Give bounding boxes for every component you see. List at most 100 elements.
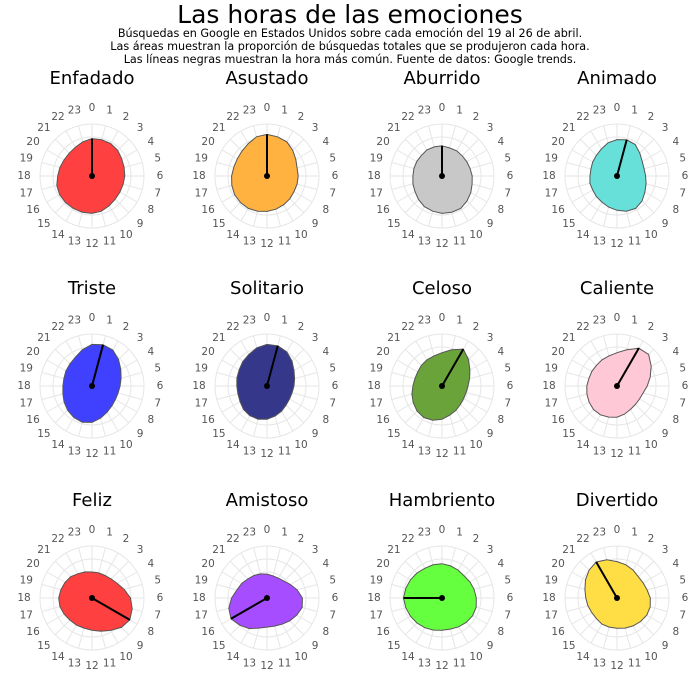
hour-tick-label: 21 — [37, 332, 50, 344]
hour-tick-label: 15 — [562, 640, 575, 652]
hour-tick-label: 3 — [312, 544, 319, 556]
hour-tick-label: 2 — [473, 321, 480, 333]
hour-tick-label: 16 — [201, 414, 215, 426]
hour-tick-label: 10 — [119, 651, 132, 663]
radar-chart-title: Amistoso — [226, 490, 309, 511]
hour-tick-label: 0 — [614, 102, 621, 114]
hour-tick-label: 8 — [148, 204, 155, 216]
hour-tick-label: 17 — [545, 398, 558, 410]
radar-chart-title: Triste — [67, 278, 116, 299]
hour-tick-label: 8 — [498, 626, 505, 638]
peak-hour-line — [441, 348, 465, 387]
hour-tick-label: 9 — [487, 640, 494, 652]
hour-tick-label: 5 — [679, 152, 686, 164]
hour-tick-label: 22 — [401, 111, 414, 123]
hour-tick-label: 12 — [435, 238, 448, 250]
hour-tick-label: 19 — [195, 152, 208, 164]
hour-tick-label: 19 — [20, 152, 33, 164]
hour-tick-label: 10 — [644, 229, 657, 241]
radar-chart-title: Celoso — [412, 278, 472, 299]
hour-tick-label: 0 — [89, 524, 96, 536]
hour-tick-label: 13 — [243, 236, 256, 248]
hour-tick-label: 3 — [312, 332, 319, 344]
hour-tick-label: 13 — [68, 236, 81, 248]
hour-tick-label: 21 — [212, 544, 225, 556]
hour-tick-label: 5 — [504, 574, 511, 586]
data-area — [236, 343, 296, 420]
hour-tick-label: 1 — [106, 314, 113, 326]
hour-tick-label: 2 — [648, 533, 655, 545]
radar-chart: 0 1234567891011121314151617181920212223An… — [542, 68, 688, 250]
hour-tick-label: 14 — [401, 651, 415, 663]
radar-chart-title: Animado — [577, 68, 657, 89]
hour-tick-label: 8 — [498, 204, 505, 216]
center-dot — [264, 173, 270, 179]
peak-hour-line — [230, 597, 268, 620]
hour-tick-label: 14 — [576, 229, 590, 241]
hour-tick-label: 6 — [157, 592, 164, 604]
subtitle-line-2: Las áreas muestran la proporción de búsq… — [110, 40, 590, 53]
hour-tick-label: 22 — [51, 321, 64, 333]
hour-tick-label: 19 — [370, 362, 383, 374]
hour-tick-label: 14 — [51, 651, 65, 663]
radar-chart-title: Solitario — [230, 278, 304, 299]
center-dot — [89, 383, 95, 389]
hour-tick-label: 12 — [610, 660, 623, 672]
hour-tick-label: 2 — [123, 533, 130, 545]
hour-tick-label: 13 — [418, 236, 431, 248]
hour-tick-label: 15 — [37, 640, 50, 652]
hour-tick-label: 14 — [576, 439, 590, 451]
hour-tick-label: 15 — [212, 428, 225, 440]
hour-tick-label: 8 — [148, 626, 155, 638]
hour-tick-label: 4 — [673, 346, 680, 358]
hour-tick-label: 16 — [551, 414, 565, 426]
hour-tick-label: 11 — [103, 446, 116, 458]
radar-chart: 0 1234567891011121314151617181920212223Ca… — [542, 278, 688, 460]
hour-tick-label: 21 — [387, 332, 400, 344]
hour-tick-label: 6 — [507, 592, 514, 604]
hour-tick-label: 6 — [332, 380, 339, 392]
radar-chart-title: Caliente — [580, 278, 654, 299]
center-dot — [439, 173, 445, 179]
hour-tick-label: 4 — [323, 346, 330, 358]
hour-tick-label: 4 — [148, 346, 155, 358]
hour-tick-label: 4 — [148, 558, 155, 570]
hour-tick-label: 18 — [367, 592, 380, 604]
hour-tick-label: 8 — [148, 414, 155, 426]
hour-tick-label: 3 — [662, 122, 669, 134]
hour-tick-label: 16 — [376, 204, 390, 216]
hour-tick-label: 10 — [469, 439, 482, 451]
hour-tick-label: 7 — [154, 610, 161, 622]
hour-tick-label: 4 — [498, 136, 505, 148]
hour-tick-label: 17 — [20, 398, 33, 410]
hour-tick-label: 20 — [201, 136, 214, 148]
hour-tick-label: 11 — [103, 236, 116, 248]
hour-tick-label: 22 — [51, 111, 64, 123]
hour-tick-label: 7 — [679, 188, 686, 200]
hour-tick-label: 22 — [226, 321, 239, 333]
peak-hour-line — [616, 347, 640, 387]
hour-tick-label: 12 — [610, 448, 623, 460]
hour-tick-label: 3 — [137, 122, 144, 134]
center-dot — [614, 173, 620, 179]
hour-tick-label: 9 — [312, 218, 319, 230]
hour-tick-label: 23 — [418, 526, 431, 538]
hour-tick-label: 6 — [332, 170, 339, 182]
hour-tick-label: 17 — [20, 610, 33, 622]
hour-tick-label: 8 — [673, 414, 680, 426]
hour-tick-label: 17 — [195, 188, 208, 200]
hour-tick-label: 23 — [418, 314, 431, 326]
radar-chart: 0 1234567891011121314151617181920212223Ab… — [367, 68, 513, 250]
hour-tick-label: 6 — [682, 170, 689, 182]
radar-chart: 0 1234567891011121314151617181920212223So… — [192, 278, 338, 460]
hour-tick-label: 12 — [435, 660, 448, 672]
hour-tick-label: 1 — [106, 104, 113, 116]
hour-tick-label: 3 — [662, 544, 669, 556]
hour-tick-label: 20 — [376, 558, 389, 570]
hour-tick-label: 14 — [51, 439, 65, 451]
hour-tick-label: 23 — [593, 314, 606, 326]
hour-tick-label: 13 — [418, 446, 431, 458]
center-dot — [439, 383, 445, 389]
hour-tick-label: 18 — [17, 170, 30, 182]
